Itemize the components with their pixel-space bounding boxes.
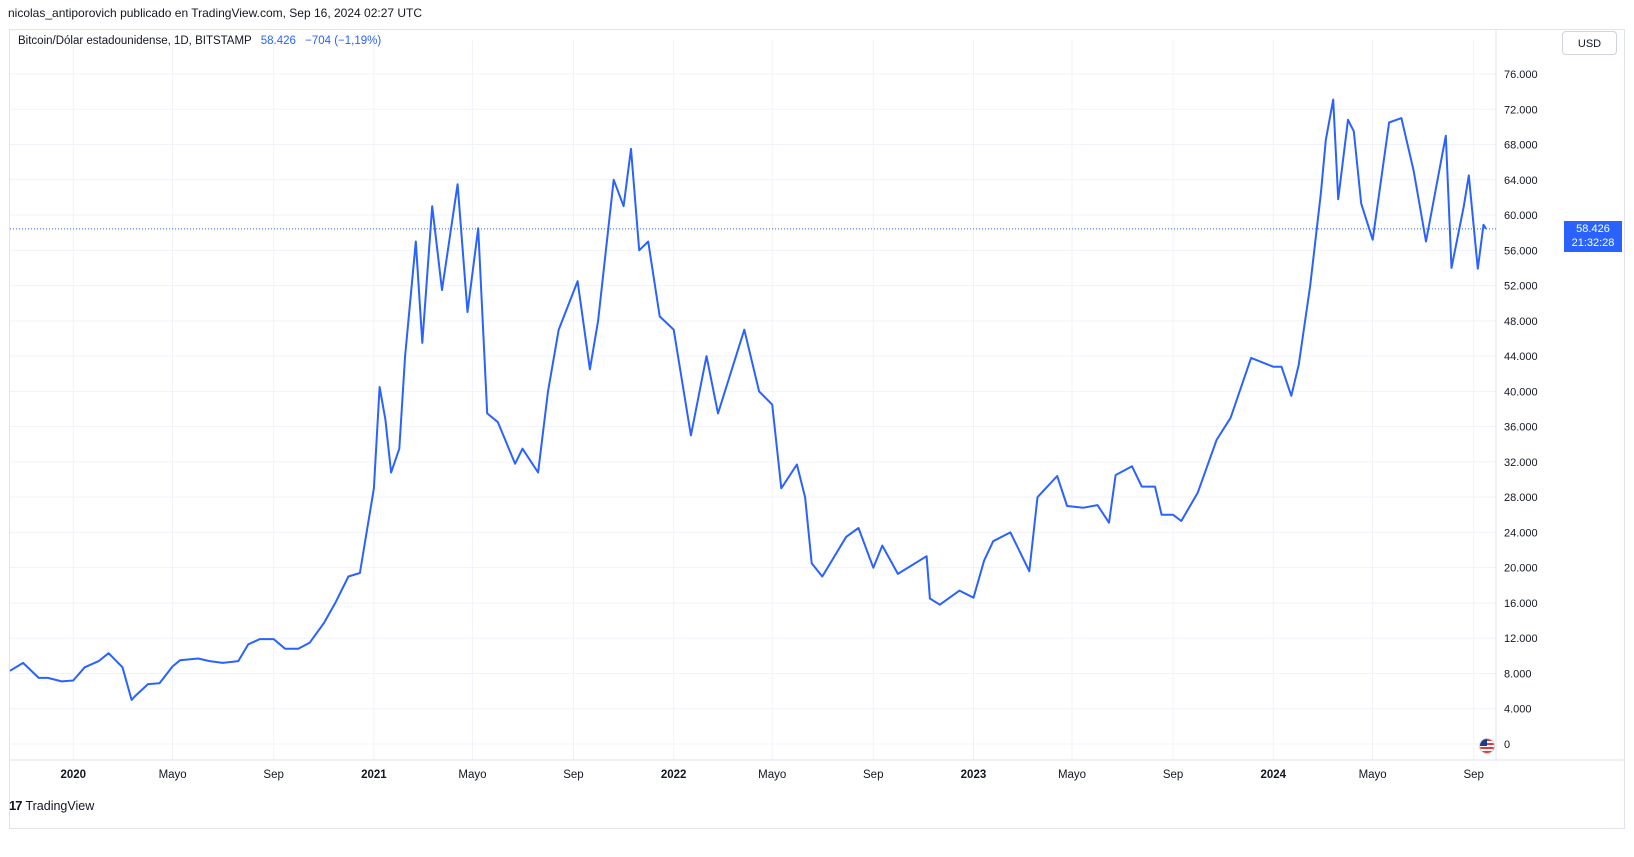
bar-countdown: 21:32:28: [1571, 236, 1615, 249]
x-tick-label: Mayo: [159, 769, 187, 781]
footer-brand-name: TradingView: [25, 798, 95, 813]
x-tick-label: Sep: [563, 769, 583, 781]
y-tick-label: 20.000: [1504, 563, 1538, 575]
symbol-title: Bitcoin/Dólar estadounidense, 1D, BITSTA…: [18, 35, 252, 47]
y-axis-labels: 0 4.000 8.000 12.000 16.000 20.000 24.000 28.00…: [1504, 69, 1538, 751]
x-tick-label: Mayo: [1359, 769, 1387, 781]
price-change-value: −704 (−1,19%): [305, 35, 382, 47]
x-tick-label: 2024: [1260, 769, 1286, 781]
grid-lines: [10, 30, 1625, 761]
y-tick-label: 44.000: [1504, 351, 1538, 363]
y-tick-label: 56.000: [1504, 245, 1538, 257]
y-tick-label: 0: [1504, 739, 1510, 751]
x-axis-labels: 2020 Mayo Sep 2021 Mayo Sep 2022 Mayo Sep 2023 May…: [60, 769, 1483, 781]
y-tick-label: 60.000: [1504, 210, 1538, 222]
x-tick-label: 2021: [361, 769, 387, 781]
last-price-badge: 58.426 21:32:28: [1564, 220, 1622, 252]
y-tick-label: 4.000: [1504, 704, 1532, 716]
y-tick-label: 8.000: [1504, 668, 1532, 680]
tradingview-logo-icon: 17: [9, 798, 23, 813]
chart-frame[interactable]: [9, 29, 1625, 829]
symbol-legend[interactable]: Bitcoin/Dólar estadounidense, 1D, BITSTA…: [18, 35, 381, 47]
x-tick-label: Sep: [863, 769, 883, 781]
x-tick-label: Mayo: [1058, 769, 1086, 781]
last-price-badge-value: 58.426: [1576, 222, 1610, 235]
publish-header: nicolas_antiporovich publicado en Tradin…: [8, 6, 423, 20]
y-tick-label: 72.000: [1504, 104, 1538, 116]
last-price-value: 58.426: [260, 35, 296, 47]
y-tick-label: 32.000: [1504, 457, 1538, 469]
btc-usd-price-line: [9, 98, 1487, 701]
y-tick-label: 76.000: [1504, 69, 1538, 81]
y-tick-label: 48.000: [1504, 316, 1538, 328]
x-tick-label: Sep: [1163, 769, 1183, 781]
y-tick-label: 68.000: [1504, 140, 1538, 152]
footer-branding[interactable]: 17 TradingView: [9, 798, 94, 813]
x-tick-label: Sep: [263, 769, 283, 781]
currency-button[interactable]: USD: [1562, 31, 1617, 55]
y-tick-label: 52.000: [1504, 281, 1538, 293]
y-tick-label: 16.000: [1504, 598, 1538, 610]
x-tick-label: 2022: [661, 769, 687, 781]
y-tick-label: 40.000: [1504, 386, 1538, 398]
x-tick-label: Sep: [1463, 769, 1483, 781]
x-tick-label: Mayo: [758, 769, 786, 781]
y-tick-label: 12.000: [1504, 633, 1538, 645]
x-tick-label: 2020: [60, 769, 86, 781]
y-tick-label: 36.000: [1504, 422, 1538, 434]
y-tick-label: 24.000: [1504, 527, 1538, 539]
us-flag-icon[interactable]: [1479, 738, 1495, 754]
y-tick-label: 64.000: [1504, 175, 1538, 187]
x-tick-label: 2023: [961, 769, 987, 781]
y-tick-label: 28.000: [1504, 492, 1538, 504]
x-tick-label: Mayo: [458, 769, 486, 781]
